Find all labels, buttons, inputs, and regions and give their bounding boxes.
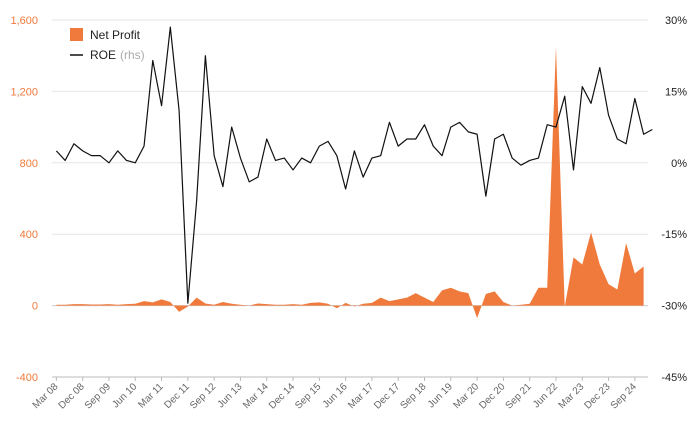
- left-tick-label: 400: [20, 229, 38, 241]
- left-tick-label: 800: [20, 158, 38, 170]
- roe-layer: [55, 26, 653, 304]
- x-tick-label: Sep 12: [188, 381, 218, 411]
- x-tick-label: Dec 14: [267, 381, 297, 411]
- x-tick-label: Sep 09: [83, 381, 113, 411]
- legend-swatch-net-profit: [70, 28, 83, 41]
- roe-line: [55, 26, 653, 304]
- x-tick-label: Jun 10: [110, 381, 139, 410]
- axes: -400 0 400 800 1,200 1,600 -45% -30% -15% 0% 15% 30…: [10, 15, 687, 412]
- legend-label-net-profit: Net Profit: [90, 28, 141, 42]
- left-tick-label: 1,200: [10, 86, 38, 98]
- left-tick-label: 0: [32, 301, 38, 313]
- x-tick-label: Jun 13: [216, 381, 245, 410]
- x-tick-label: Jun 22: [531, 381, 560, 410]
- right-tick-label: 0%: [671, 158, 687, 170]
- legend-label-roe-suffix: (rhs): [120, 48, 145, 62]
- x-tick-label: Mar 11: [136, 381, 166, 411]
- x-tick-label: Sep 21: [504, 381, 534, 411]
- x-tick-label: Mar 23: [557, 381, 587, 411]
- legend: Net Profit ROE (rhs): [70, 28, 145, 62]
- left-tick-label: -400: [16, 372, 38, 384]
- x-tick-label: Dec 20: [477, 381, 507, 411]
- right-tick-label: 30%: [665, 15, 687, 27]
- x-tick-label: Dec 08: [57, 381, 87, 411]
- x-tick-label: Jun 19: [426, 381, 455, 410]
- legend-label-roe: ROE: [90, 48, 116, 62]
- x-tick-label: Mar 14: [241, 381, 271, 411]
- left-tick-label: 1,600: [10, 15, 38, 27]
- right-tick-label: -45%: [661, 372, 687, 384]
- x-tick-label: Dec 17: [372, 381, 402, 411]
- x-tick-label: Sep 18: [398, 381, 428, 411]
- net-profit-area: [56, 46, 644, 319]
- x-tick-label: Dec 23: [582, 381, 612, 411]
- x-tick-label: Mar 17: [346, 381, 376, 411]
- x-tick-label: Sep 15: [293, 381, 323, 411]
- x-tick-label: Dec 11: [162, 381, 192, 411]
- x-tick-label: Mar 08: [31, 381, 61, 411]
- right-tick-label: 15%: [665, 86, 687, 98]
- x-tick-label: Mar 20: [451, 381, 481, 411]
- right-tick-label: -30%: [661, 301, 687, 313]
- right-tick-label: -15%: [661, 229, 687, 241]
- x-tick-label: Sep 24: [609, 381, 639, 411]
- x-tick-label: Jun 16: [321, 381, 350, 410]
- net-profit-layer: [56, 46, 644, 319]
